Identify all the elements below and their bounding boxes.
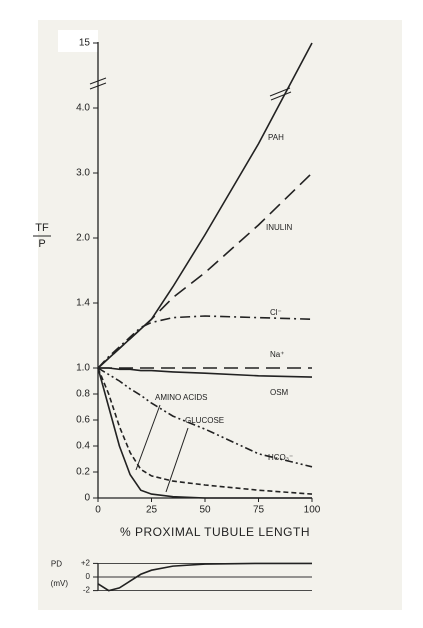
y-tick-label: +2 — [81, 559, 91, 568]
x-tick-label: 100 — [304, 505, 321, 516]
y-label-top: TF — [35, 222, 49, 234]
y-tick-label: 1.4 — [76, 298, 90, 309]
series-label: AMINO ACIDS — [155, 393, 207, 402]
x-axis-label: % PROXIMAL TUBULE LENGTH — [120, 525, 310, 539]
series-label: GLUCOSE — [185, 416, 224, 425]
label-box — [58, 30, 98, 52]
series-line — [97, 367, 313, 468]
y-tick-label: 1.0 — [76, 363, 90, 374]
y-tick-label: 0 — [84, 493, 90, 504]
leader-line — [165, 427, 189, 493]
y-tick-label: 3.0 — [76, 168, 90, 179]
x-tick-label: 75 — [253, 505, 265, 516]
y-label-bottom: (mV) — [51, 579, 69, 588]
y-tick-label: 4.0 — [76, 103, 90, 114]
series-line — [97, 562, 312, 592]
y-tick-label: 0 — [86, 572, 91, 581]
series-line — [97, 367, 312, 499]
x-tick-label: 0 — [95, 505, 101, 516]
x-tick-label: 25 — [146, 505, 158, 516]
series-label: Cl⁻ — [270, 308, 282, 317]
series-label: PAH — [268, 133, 284, 142]
y-label-bottom: P — [38, 238, 45, 250]
x-tick-label: 50 — [199, 505, 211, 516]
series-line — [98, 367, 313, 378]
axis-break — [89, 77, 107, 90]
y-tick-label: 0.8 — [76, 389, 90, 400]
series-label: OSM — [270, 388, 289, 397]
y-tick-label: 15 — [79, 38, 91, 49]
series-line — [97, 315, 313, 369]
page-background — [38, 20, 402, 610]
y-tick-label: 0.4 — [76, 441, 90, 452]
series-line — [97, 367, 313, 495]
y-tick-label: 0.6 — [76, 415, 90, 426]
series-label: INULIN — [266, 223, 292, 232]
leader-line — [135, 404, 161, 471]
y-tick-label: 2.0 — [76, 233, 90, 244]
series-label: HCO₃⁻ — [268, 453, 293, 462]
y-tick-label: 0.2 — [76, 467, 90, 478]
y-tick-label: -2 — [83, 586, 91, 595]
y-label-top: PD — [51, 560, 62, 569]
series-label: Na⁺ — [270, 350, 284, 359]
